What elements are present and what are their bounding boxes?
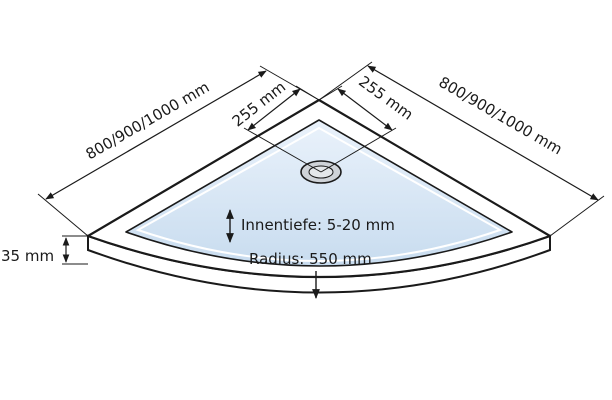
inner-depth-label: Innentiefe: 5-20 mm <box>241 216 395 234</box>
inner-basin-rim <box>135 126 503 262</box>
radius-callout: Radius: 550 mm <box>249 250 372 299</box>
dimension-drain-right-label: 255 mm <box>355 72 416 123</box>
dimension-height-label: 35 mm <box>1 247 54 265</box>
inner-depth-callout: Innentiefe: 5-20 mm <box>226 209 395 243</box>
inner-basin <box>125 119 513 267</box>
radius-label: Radius: 550 mm <box>249 250 372 268</box>
dimension-right-side-label: 800/900/1000 mm <box>436 73 566 158</box>
dimension-left-side-label: 800/900/1000 mm <box>83 78 213 163</box>
dimension-height: 35 mm <box>1 235 88 265</box>
